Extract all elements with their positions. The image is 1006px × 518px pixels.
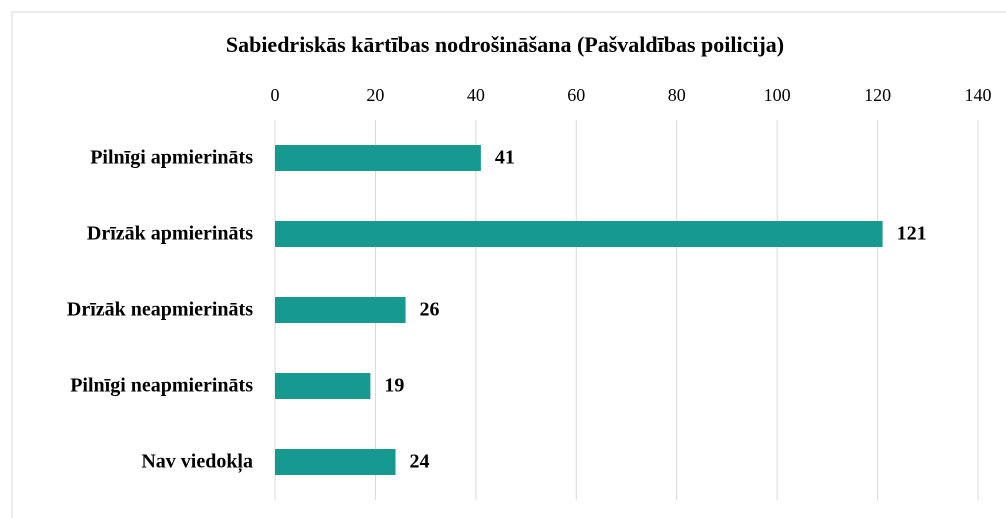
chart-border: [11, 11, 1006, 518]
y-tick-label: Drīzāk neapmierināts: [67, 299, 253, 321]
x-tick-label: 60: [567, 85, 585, 105]
data-label: 24: [410, 451, 430, 473]
data-label: 19: [384, 375, 404, 397]
data-label: 41: [495, 147, 515, 169]
data-label: 26: [420, 299, 440, 321]
bar: [275, 145, 481, 171]
x-tick-label: 20: [366, 85, 384, 105]
x-tick-label: 80: [668, 85, 686, 105]
x-tick-label: 140: [965, 85, 992, 105]
bar: [275, 449, 396, 475]
x-tick-label: 40: [467, 85, 485, 105]
bar: [275, 297, 406, 323]
y-tick-label: Pilnīgi neapmierināts: [70, 375, 253, 397]
data-label: 121: [897, 223, 927, 245]
chart-title: Sabiedriskās kārtības nodrošināšana (Paš…: [226, 32, 784, 57]
bar: [275, 373, 371, 399]
x-tick-label: 120: [864, 85, 891, 105]
y-tick-label: Pilnīgi apmierināts: [90, 147, 253, 169]
x-tick-label: 100: [764, 85, 791, 105]
y-tick-label: Nav viedokļa: [141, 451, 253, 474]
y-tick-label: Drīzāk apmierināts: [87, 223, 253, 245]
bar: [275, 221, 883, 247]
x-tick-label: 0: [271, 85, 280, 105]
